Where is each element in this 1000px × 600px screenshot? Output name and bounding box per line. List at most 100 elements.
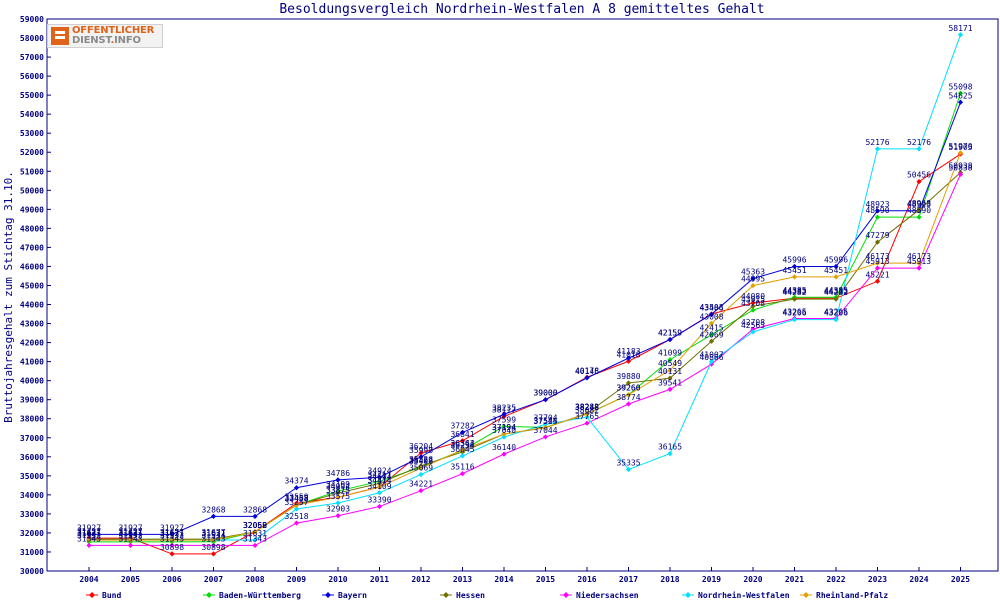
data-label: 48968 [907, 199, 931, 208]
data-point [376, 474, 383, 480]
legend-label: Bund [102, 591, 121, 600]
data-label: 48590 [907, 206, 931, 215]
y-tick-label: 35000 [20, 472, 44, 481]
data-point [169, 531, 175, 537]
data-point [791, 317, 798, 323]
data-label: 51970 [948, 142, 972, 151]
data-point [335, 477, 341, 483]
data-label: 39541 [658, 378, 682, 387]
site-logo: OFFENTLICHER DIENST.INFO [47, 24, 163, 48]
data-point [708, 320, 715, 326]
x-tick-label: 2020 [743, 575, 762, 584]
data-label: 51905 [948, 143, 972, 152]
data-point [376, 490, 383, 496]
data-point [916, 214, 922, 220]
data-label: 44333 [782, 287, 806, 296]
data-point [293, 520, 300, 526]
data-label: 34711 [367, 470, 391, 479]
data-point [667, 375, 673, 381]
data-label: 34374 [284, 477, 308, 486]
data-label: 36165 [658, 443, 682, 452]
legend-label: Bayern [338, 591, 367, 600]
data-point [916, 207, 922, 213]
data-point [252, 542, 258, 549]
data-label: 33875 [326, 486, 350, 495]
y-tick-label: 36000 [20, 453, 44, 462]
data-label: 38117 [492, 405, 516, 414]
y-tick-label: 42000 [20, 339, 44, 348]
x-tick-label: 2005 [121, 575, 140, 584]
legend-marker [803, 592, 809, 598]
x-tick-label: 2009 [287, 575, 306, 584]
data-label: 32059 [243, 521, 267, 530]
data-point [667, 451, 673, 457]
y-tick-label: 53000 [20, 129, 44, 138]
data-point [542, 424, 549, 431]
data-point [874, 146, 881, 152]
data-point [169, 542, 175, 549]
data-label: 34604 [367, 472, 391, 481]
data-label: 43206 [824, 309, 848, 318]
data-point [459, 471, 466, 477]
data-label: 55098 [948, 82, 972, 91]
data-point [750, 275, 756, 282]
y-tick-label: 43000 [20, 320, 44, 329]
data-point [625, 392, 632, 398]
data-label: 46173 [865, 252, 889, 261]
data-label: 36254 [450, 441, 474, 450]
y-tick-label: 40000 [20, 377, 44, 386]
data-point [708, 332, 715, 338]
logo-text-top: OFFENTLICHER [72, 25, 155, 36]
data-label: 37544 [533, 416, 557, 425]
x-tick-label: 2022 [826, 575, 845, 584]
data-label: 31631 [160, 529, 184, 538]
data-label: 50456 [907, 171, 931, 180]
data-label: 31343 [118, 534, 142, 543]
data-point [667, 357, 673, 363]
data-label: 34221 [409, 480, 433, 489]
data-label: 36344 [450, 439, 474, 448]
data-point [459, 438, 466, 444]
data-label: 31927 [118, 523, 142, 532]
data-label: 36204 [409, 442, 433, 451]
data-point [584, 411, 590, 417]
y-tick-label: 59000 [20, 15, 44, 24]
data-label: 38248 [575, 403, 599, 412]
data-label: 30898 [201, 543, 225, 552]
data-label: 42069 [699, 330, 723, 339]
data-point [957, 32, 964, 38]
data-label: 37599 [492, 415, 516, 424]
x-tick-label: 2011 [370, 575, 389, 584]
data-point [833, 274, 839, 280]
x-tick-label: 2010 [328, 575, 347, 584]
data-label: 33575 [326, 492, 350, 501]
chart-title: Besoldungsvergleich Nordrhein-Westfalen … [279, 2, 764, 17]
data-label: 44385 [782, 286, 806, 295]
y-tick-label: 41000 [20, 358, 44, 367]
y-tick-label: 56000 [20, 72, 44, 81]
x-tick-label: 2015 [536, 575, 555, 584]
data-label: 37040 [492, 426, 516, 435]
data-label: 40178 [575, 366, 599, 375]
data-label: 32518 [284, 512, 308, 521]
data-point [750, 300, 756, 306]
legend-marker [563, 592, 569, 598]
data-point [667, 336, 673, 343]
data-label: 31621 [160, 529, 184, 538]
data-label: 35526 [409, 455, 433, 464]
data-label: 31927 [77, 523, 101, 532]
data-point [667, 367, 673, 373]
data-point [916, 179, 922, 185]
data-label: 34199 [326, 480, 350, 489]
data-point [210, 542, 217, 549]
legend-marker [685, 592, 691, 598]
data-label: 43265 [782, 308, 806, 317]
data-label: 37044 [533, 426, 557, 435]
data-point [252, 529, 258, 535]
data-label: 43206 [782, 309, 806, 318]
data-point [874, 208, 881, 214]
data-point [335, 494, 341, 500]
data-label: 41183 [616, 347, 640, 356]
data-label: 35335 [616, 458, 640, 467]
data-point [625, 466, 632, 473]
